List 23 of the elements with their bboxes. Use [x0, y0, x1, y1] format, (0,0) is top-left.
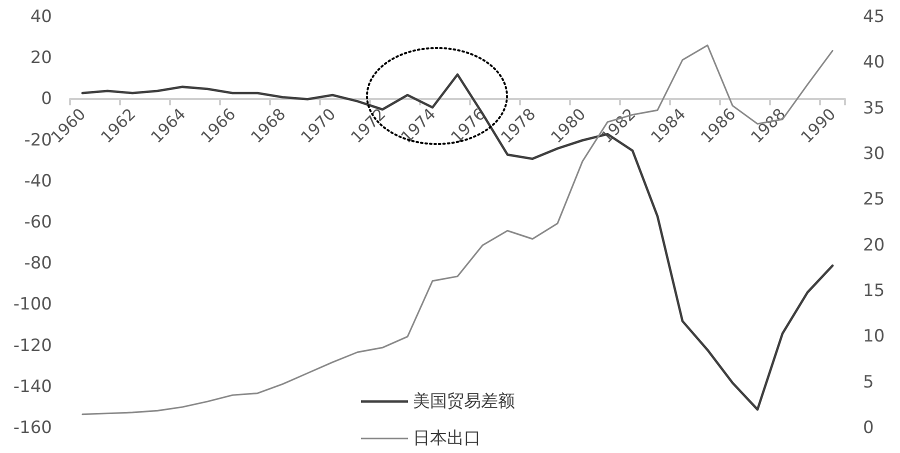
y2-tick-label: 45 — [863, 7, 885, 27]
y2-tick-label: 20 — [863, 235, 885, 256]
y2-tick-label: 30 — [863, 144, 885, 164]
y-tick-label: -140 — [13, 376, 52, 397]
y2-tick-label: 10 — [863, 326, 885, 347]
y2-tick-label: 15 — [863, 281, 885, 301]
y-tick-label: 0 — [41, 89, 52, 110]
legend-label: 美国贸易差额 — [413, 392, 515, 412]
y-tick-label: -60 — [24, 212, 52, 232]
y2-tick-label: 5 — [863, 372, 874, 392]
y2-tick-label: 35 — [863, 98, 885, 118]
y-tick-label: -120 — [13, 336, 52, 356]
y-tick-label: -160 — [13, 418, 52, 438]
y2-tick-label: 25 — [863, 190, 885, 210]
legend-label: 日本出口 — [413, 428, 481, 448]
y-tick-label: -20 — [24, 130, 52, 150]
y-tick-label: 20 — [30, 48, 52, 68]
y-tick-label: -40 — [24, 171, 52, 192]
y2-tick-label: 40 — [863, 52, 885, 73]
y2-tick-label: 0 — [863, 418, 874, 438]
y-tick-label: -80 — [24, 254, 52, 274]
y-tick-label: 40 — [30, 7, 52, 27]
y-tick-label: -100 — [13, 294, 52, 315]
